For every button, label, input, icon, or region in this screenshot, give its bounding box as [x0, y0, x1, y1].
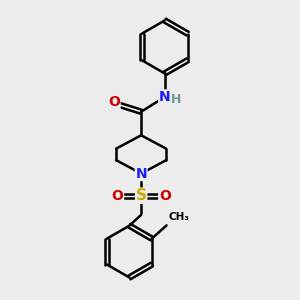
Text: O: O — [159, 189, 171, 202]
Text: O: O — [112, 189, 124, 202]
Text: N: N — [159, 90, 170, 104]
Text: H: H — [171, 93, 181, 106]
Text: O: O — [108, 95, 120, 109]
Text: S: S — [136, 188, 147, 203]
Text: N: N — [135, 167, 147, 181]
Text: CH₃: CH₃ — [169, 212, 190, 222]
